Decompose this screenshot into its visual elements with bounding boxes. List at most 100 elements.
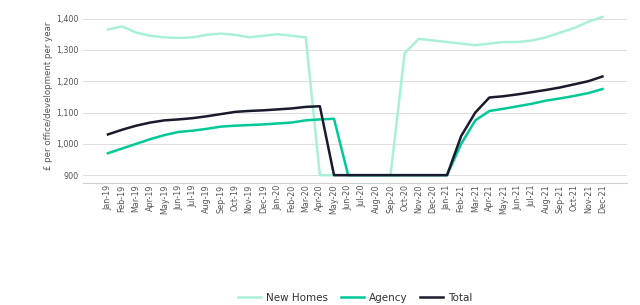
Total — [528, 90, 536, 94]
Agency — [401, 173, 408, 177]
Total — [161, 119, 168, 122]
New Homes — [472, 43, 479, 47]
Total — [118, 128, 126, 131]
Total — [302, 105, 310, 109]
Total — [472, 111, 479, 114]
Agency — [514, 104, 522, 108]
Agency — [259, 123, 267, 126]
Agency — [556, 97, 564, 100]
New Homes — [330, 173, 338, 177]
New Homes — [231, 33, 239, 37]
Total — [584, 79, 592, 83]
Agency — [387, 173, 394, 177]
Total — [500, 95, 508, 98]
New Homes — [528, 39, 536, 42]
Agency — [203, 127, 211, 131]
Total — [274, 108, 282, 111]
Total — [344, 173, 352, 177]
Agency — [344, 173, 352, 177]
New Homes — [372, 173, 380, 177]
Total — [259, 109, 267, 112]
Agency — [274, 122, 282, 125]
Agency — [358, 173, 366, 177]
New Homes — [104, 28, 112, 31]
Agency — [372, 173, 380, 177]
Legend: New Homes, Agency, Total: New Homes, Agency, Total — [234, 289, 477, 305]
Total — [104, 133, 112, 136]
Y-axis label: £ per office/development per year: £ per office/development per year — [44, 22, 53, 170]
Line: Agency: Agency — [108, 89, 602, 175]
Total — [556, 86, 564, 89]
Agency — [444, 173, 451, 177]
Line: Total: Total — [108, 77, 602, 175]
New Homes — [358, 173, 366, 177]
New Homes — [429, 39, 436, 42]
New Homes — [302, 35, 310, 39]
Total — [429, 173, 436, 177]
Total — [401, 173, 408, 177]
Agency — [231, 124, 239, 127]
Agency — [245, 123, 253, 127]
Agency — [161, 133, 168, 137]
Total — [444, 173, 451, 177]
New Homes — [316, 173, 324, 177]
Total — [316, 104, 324, 108]
New Homes — [444, 40, 451, 44]
New Homes — [584, 20, 592, 23]
Total — [231, 110, 239, 114]
Total — [147, 121, 154, 124]
New Homes — [556, 31, 564, 34]
Agency — [147, 137, 154, 141]
New Homes — [415, 37, 422, 41]
New Homes — [189, 35, 196, 39]
Agency — [472, 119, 479, 122]
Total — [358, 173, 366, 177]
New Homes — [175, 36, 182, 40]
Total — [387, 173, 394, 177]
Total — [189, 116, 196, 120]
New Homes — [274, 32, 282, 36]
Total — [542, 88, 550, 92]
Total — [217, 112, 225, 116]
Agency — [175, 130, 182, 134]
New Homes — [458, 42, 465, 45]
Agency — [189, 129, 196, 132]
New Homes — [401, 51, 408, 55]
Agency — [118, 147, 126, 150]
Agency — [584, 91, 592, 95]
New Homes — [118, 24, 126, 28]
New Homes — [514, 40, 522, 44]
New Homes — [598, 15, 606, 19]
New Homes — [542, 35, 550, 39]
Agency — [458, 142, 465, 146]
Total — [288, 107, 296, 110]
New Homes — [570, 26, 578, 30]
Agency — [429, 173, 436, 177]
Total — [598, 75, 606, 78]
New Homes — [245, 35, 253, 39]
Agency — [104, 151, 112, 155]
Total — [175, 118, 182, 121]
Agency — [528, 102, 536, 106]
Agency — [542, 99, 550, 102]
New Homes — [387, 173, 394, 177]
Agency — [217, 125, 225, 128]
Agency — [486, 109, 493, 113]
Total — [330, 173, 338, 177]
Agency — [415, 173, 422, 177]
New Homes — [344, 173, 352, 177]
New Homes — [203, 33, 211, 37]
New Homes — [486, 42, 493, 45]
New Homes — [217, 32, 225, 35]
Agency — [500, 107, 508, 111]
New Homes — [161, 35, 168, 39]
Total — [458, 134, 465, 138]
Total — [514, 92, 522, 96]
Agency — [570, 94, 578, 98]
Agency — [288, 121, 296, 124]
Total — [132, 124, 140, 127]
Agency — [330, 117, 338, 120]
Agency — [598, 87, 606, 91]
New Homes — [132, 31, 140, 34]
Agency — [302, 119, 310, 122]
